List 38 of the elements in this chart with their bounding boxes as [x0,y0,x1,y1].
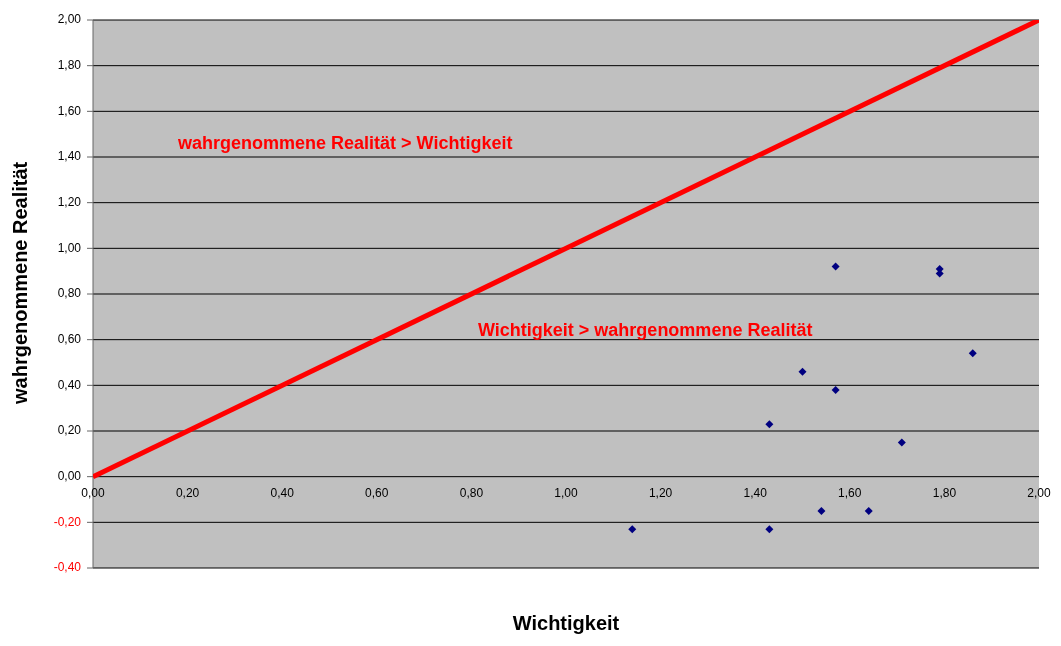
x-tick-label: 2,00 [1027,486,1051,501]
x-tick-label: 0,80 [459,486,484,501]
point [968,349,977,358]
x-tick-label: 0,00 [81,486,105,501]
x-tick-label: 0,40 [270,486,295,501]
point [864,506,873,515]
y-tick-label: 0,00 [57,468,82,483]
x-tick-label: 0,60 [365,486,389,501]
point [798,367,807,376]
y-tick-label: 0,80 [57,286,82,301]
y-tick-label: 0,20 [57,423,82,438]
point [897,438,906,447]
point [765,525,774,534]
x-tick-label: 1,80 [932,486,957,501]
point [831,385,840,394]
y-tick-label: 1,40 [57,149,82,164]
x-axis-title: Wichtigkeit [512,612,620,634]
y-axis-title: wahrgenommene Realität [9,161,32,405]
y-tick-label: 0,40 [57,377,82,392]
x-tick-label: 1,60 [838,486,862,501]
point [628,525,637,534]
x-tick-label: 0,20 [175,486,200,501]
y-tick-label: -0,40 [53,560,82,575]
point [817,506,826,515]
x-tick-label: 1,40 [743,486,768,501]
y-tick-label: 1,20 [57,194,82,209]
y-tick-label: 1,60 [57,103,82,118]
point [831,262,840,271]
x-tick-label: 1,20 [648,486,673,501]
y-tick-label: 0,60 [57,331,82,346]
x-tick-label: 1,00 [554,486,578,501]
y-tick-label: 2,00 [57,12,82,27]
annotation: Wichtigkeit > wahrgenommene Realität [478,320,813,341]
y-tick-label: 1,00 [57,240,82,255]
point [765,420,774,429]
annotation: wahrgenommene Realität > Wichtigkeit [178,133,513,154]
y-tick-label: 1,80 [57,57,82,72]
y-tick-label: -0,20 [53,514,82,529]
